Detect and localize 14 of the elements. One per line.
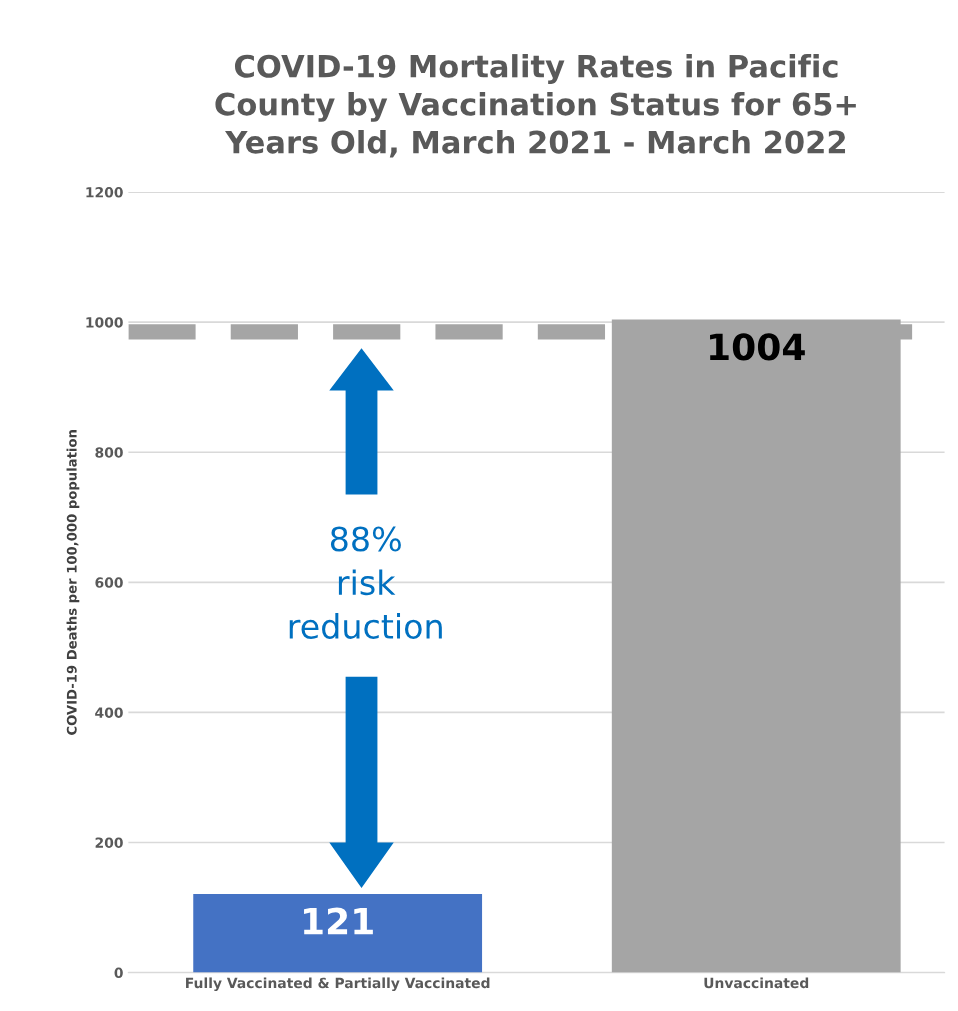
y-tick-label: 1000 <box>86 317 123 328</box>
annotation: 88% risk reduction <box>289 526 442 639</box>
chart-title: COVID-19 Mortality Rates in Pacific County by Vaccination Status for 65+ Years Old, March 2021 - March 2022 <box>215 54 856 158</box>
x-tick-label: Fully Vaccinated & Partially Vaccinated <box>186 977 490 991</box>
data-label: 1004 <box>710 333 805 361</box>
y-tick-label: 1200 <box>86 187 123 198</box>
y-tick-label: 0 <box>114 967 123 979</box>
y-tick-label: 800 <box>95 447 123 458</box>
y-tick-label: 600 <box>95 577 123 588</box>
y-axis-title: COVID-19 Deaths per 100,000 population <box>66 430 80 735</box>
y-tick-label: 200 <box>95 837 123 848</box>
x-tick-label: Unvaccinated <box>704 977 809 989</box>
y-tick-label: 400 <box>95 707 123 718</box>
data-label: 121 <box>304 907 373 935</box>
